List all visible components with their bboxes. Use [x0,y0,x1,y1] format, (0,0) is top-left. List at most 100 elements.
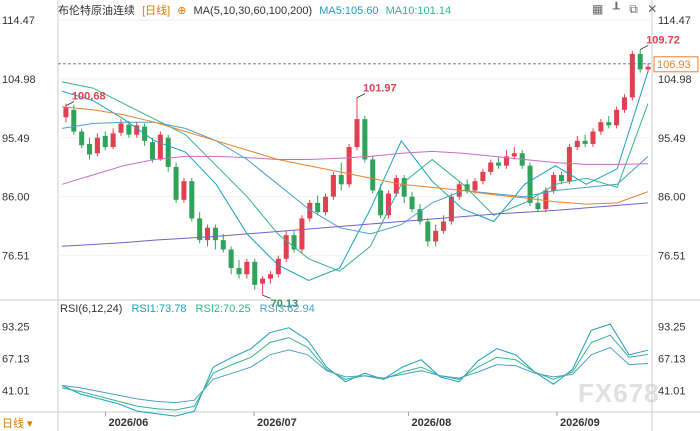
y-tick-label-right: 76.51 [658,251,686,263]
candle-body [346,147,352,185]
ma-line-ma10 [61,81,649,272]
candle-body [102,135,108,148]
candle-body [370,159,376,191]
x-tick-label: 2026/06 [109,417,149,429]
ma-line-ma100 [61,106,649,205]
candle-body [134,125,140,135]
rsi-line-rsi3 [61,346,649,404]
x-tick-label: 2026/08 [411,417,451,429]
grid-icon[interactable]: ▦ [592,2,604,16]
candle-body [598,122,604,132]
indicator-icon[interactable]: ┸ [612,2,620,16]
candle-body [283,235,289,259]
period-label[interactable]: [日线] [142,5,171,17]
candle-body [496,162,502,166]
candle-body [323,196,329,213]
rsi-tick-label-right: 93.25 [658,321,686,333]
candle-body [417,209,423,222]
candle-body [205,227,211,241]
candle-body [118,123,124,133]
close-icon[interactable]: ✕ [647,2,658,16]
rsi2-value: RSI2:70.25 [195,303,251,315]
annotation-pointer [65,101,75,106]
candle-body [582,140,588,144]
candle-body [267,274,273,279]
candle-body [307,202,313,219]
y-tick-label-left: 76.51 [2,251,30,263]
y-tick-label-left: 86.00 [2,192,30,204]
candle-body [645,66,651,70]
rsi1-value: RSI1:73.78 [131,303,187,315]
period-selector-button[interactable]: 日线 ▾ [2,418,33,430]
candle-body [503,156,509,166]
candle-body [637,53,643,70]
candle-body [220,240,226,250]
rsi-line-rsi1 [61,323,649,417]
price-annotation-high: 100.68 [72,91,106,103]
candle-body [621,97,627,110]
candle-body [173,166,179,200]
candle-body [511,153,517,157]
candle-body [87,143,93,155]
candle-body [252,261,258,285]
rsi-header: RSI(6,12,24) RSI1:73.78 RSI2:70.25 RSI3:… [60,303,321,315]
candle-body [488,162,494,172]
y-tick-label-left: 95.49 [2,133,30,145]
y-tick-label-right: 95.49 [658,133,686,145]
candle-body [480,171,486,182]
price-annotation-low: 70.13 [271,298,299,310]
x-tick-label: 2026/07 [257,417,297,429]
annotation-pointer [356,93,366,98]
candle-body [574,140,580,148]
ma10-value: MA10:101.14 [385,5,452,17]
candle-body [197,218,203,241]
last-price-label: 106.93 [657,59,691,71]
rsi-tick-label-left: 67.13 [2,353,30,365]
settings-icon[interactable]: ⊕ [177,5,187,17]
candle-body [244,261,250,275]
y-tick-label-right: 114.47 [658,15,691,27]
candle-body [378,190,384,216]
ma-label: MA(5,10,30,60,100,200) [193,5,313,17]
candle-body [212,227,218,241]
candle-body [629,53,635,98]
candle-body [291,235,297,250]
candle-body [165,137,171,167]
candle-body [228,249,234,269]
candle-body [448,196,454,222]
candle-body [590,131,596,144]
candle-body [354,119,360,148]
candle-body [126,124,132,135]
candle-body [559,174,565,182]
candle-body [535,202,541,210]
price-annotation-high: 101.97 [363,83,397,95]
candle-body [409,196,415,210]
candle-body [433,230,439,242]
candle-body [464,184,470,191]
candle-body [527,165,533,203]
candle-body [299,218,305,250]
rsi-label: RSI(6,12,24) [60,303,123,315]
candle-body [236,268,242,275]
candle-body [551,174,557,191]
chart-header: 布伦特原油连续 [日线] ⊕ MA(5,10,30,60,100,200) MA… [58,2,455,18]
rsi-tick-label-right: 41.01 [658,385,686,397]
x-tick-label: 2026/09 [560,417,600,429]
candle-body [275,258,281,275]
candle-body [63,107,69,118]
candle-body [189,181,195,219]
restore-icon[interactable]: ⧉ [629,2,638,16]
y-tick-label-left: 104.98 [2,74,36,86]
candle-body [330,174,336,197]
candle-body [149,142,155,160]
rsi-tick-label-left: 41.01 [2,385,30,397]
candle-body [157,134,163,160]
rsi-line-rsi2 [61,334,649,411]
candle-body [543,190,549,210]
ma-line-ma60 [61,150,649,185]
rsi3-value: RSI3:62.94 [259,303,315,315]
rsi-tick-label-right: 67.13 [658,353,686,365]
candle-body [385,193,391,216]
annotation-pointer [640,45,649,50]
